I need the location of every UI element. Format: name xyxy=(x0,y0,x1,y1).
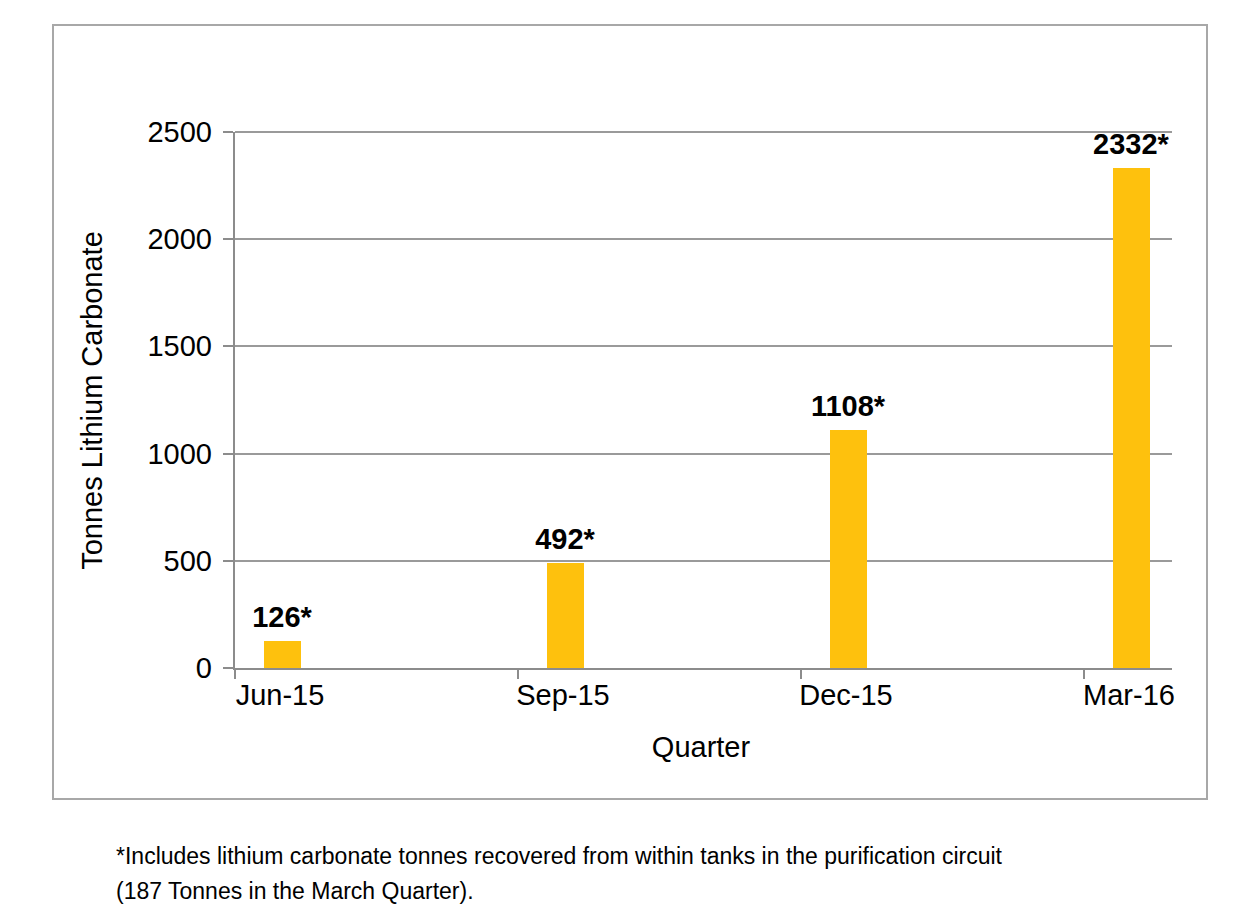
y-tick-label: 1000 xyxy=(82,439,212,469)
y-tick-label: 1500 xyxy=(82,331,212,361)
bar-value-label: 492* xyxy=(485,523,645,555)
y-tick-label: 0 xyxy=(82,653,212,683)
x-axis-title: Quarter xyxy=(551,730,851,764)
y-axis-title: Tonnes Lithium Carbonate xyxy=(64,132,120,668)
gridline xyxy=(235,345,1172,347)
gridline xyxy=(235,453,1172,455)
y-axis-tick xyxy=(223,345,233,347)
x-tick-label: Dec-15 xyxy=(761,678,931,712)
y-tick-label: 2000 xyxy=(82,224,212,254)
gridline xyxy=(235,238,1172,240)
y-axis-tick xyxy=(223,667,233,669)
bar xyxy=(830,430,867,668)
bar-value-label: 126* xyxy=(202,601,362,633)
gridline xyxy=(235,560,1172,562)
bar xyxy=(547,563,584,668)
chart-footnote: *Includes lithium carbonate tonnes recov… xyxy=(116,839,1002,909)
y-axis-tick xyxy=(223,238,233,240)
y-axis-title-text: Tonnes Lithium Carbonate xyxy=(76,231,109,570)
bar xyxy=(1113,168,1150,668)
bar xyxy=(264,641,301,668)
y-axis-tick xyxy=(223,560,233,562)
chart-frame: Tonnes Lithium Carbonate 126* 492* 1108* 23… xyxy=(52,24,1208,800)
x-tick-label: Sep-15 xyxy=(478,678,648,712)
y-tick-label: 500 xyxy=(82,546,212,576)
gridline xyxy=(235,131,1172,133)
y-axis-tick xyxy=(223,131,233,133)
y-axis-tick xyxy=(223,453,233,455)
chart-canvas: Tonnes Lithium Carbonate 126* 492* 1108* 23… xyxy=(0,0,1236,922)
x-tick-label: Mar-16 xyxy=(1044,678,1214,712)
bar-value-label: 2332* xyxy=(1051,128,1211,160)
footnote-line-2: (187 Tonnes in the March Quarter). xyxy=(116,874,1002,909)
plot-area: 126*492*1108*2332* xyxy=(233,132,1172,670)
bar-value-label: 1108* xyxy=(768,390,928,422)
x-tick-label: Jun-15 xyxy=(195,678,365,712)
footnote-line-1: *Includes lithium carbonate tonnes recov… xyxy=(116,839,1002,874)
y-tick-label: 2500 xyxy=(82,117,212,147)
